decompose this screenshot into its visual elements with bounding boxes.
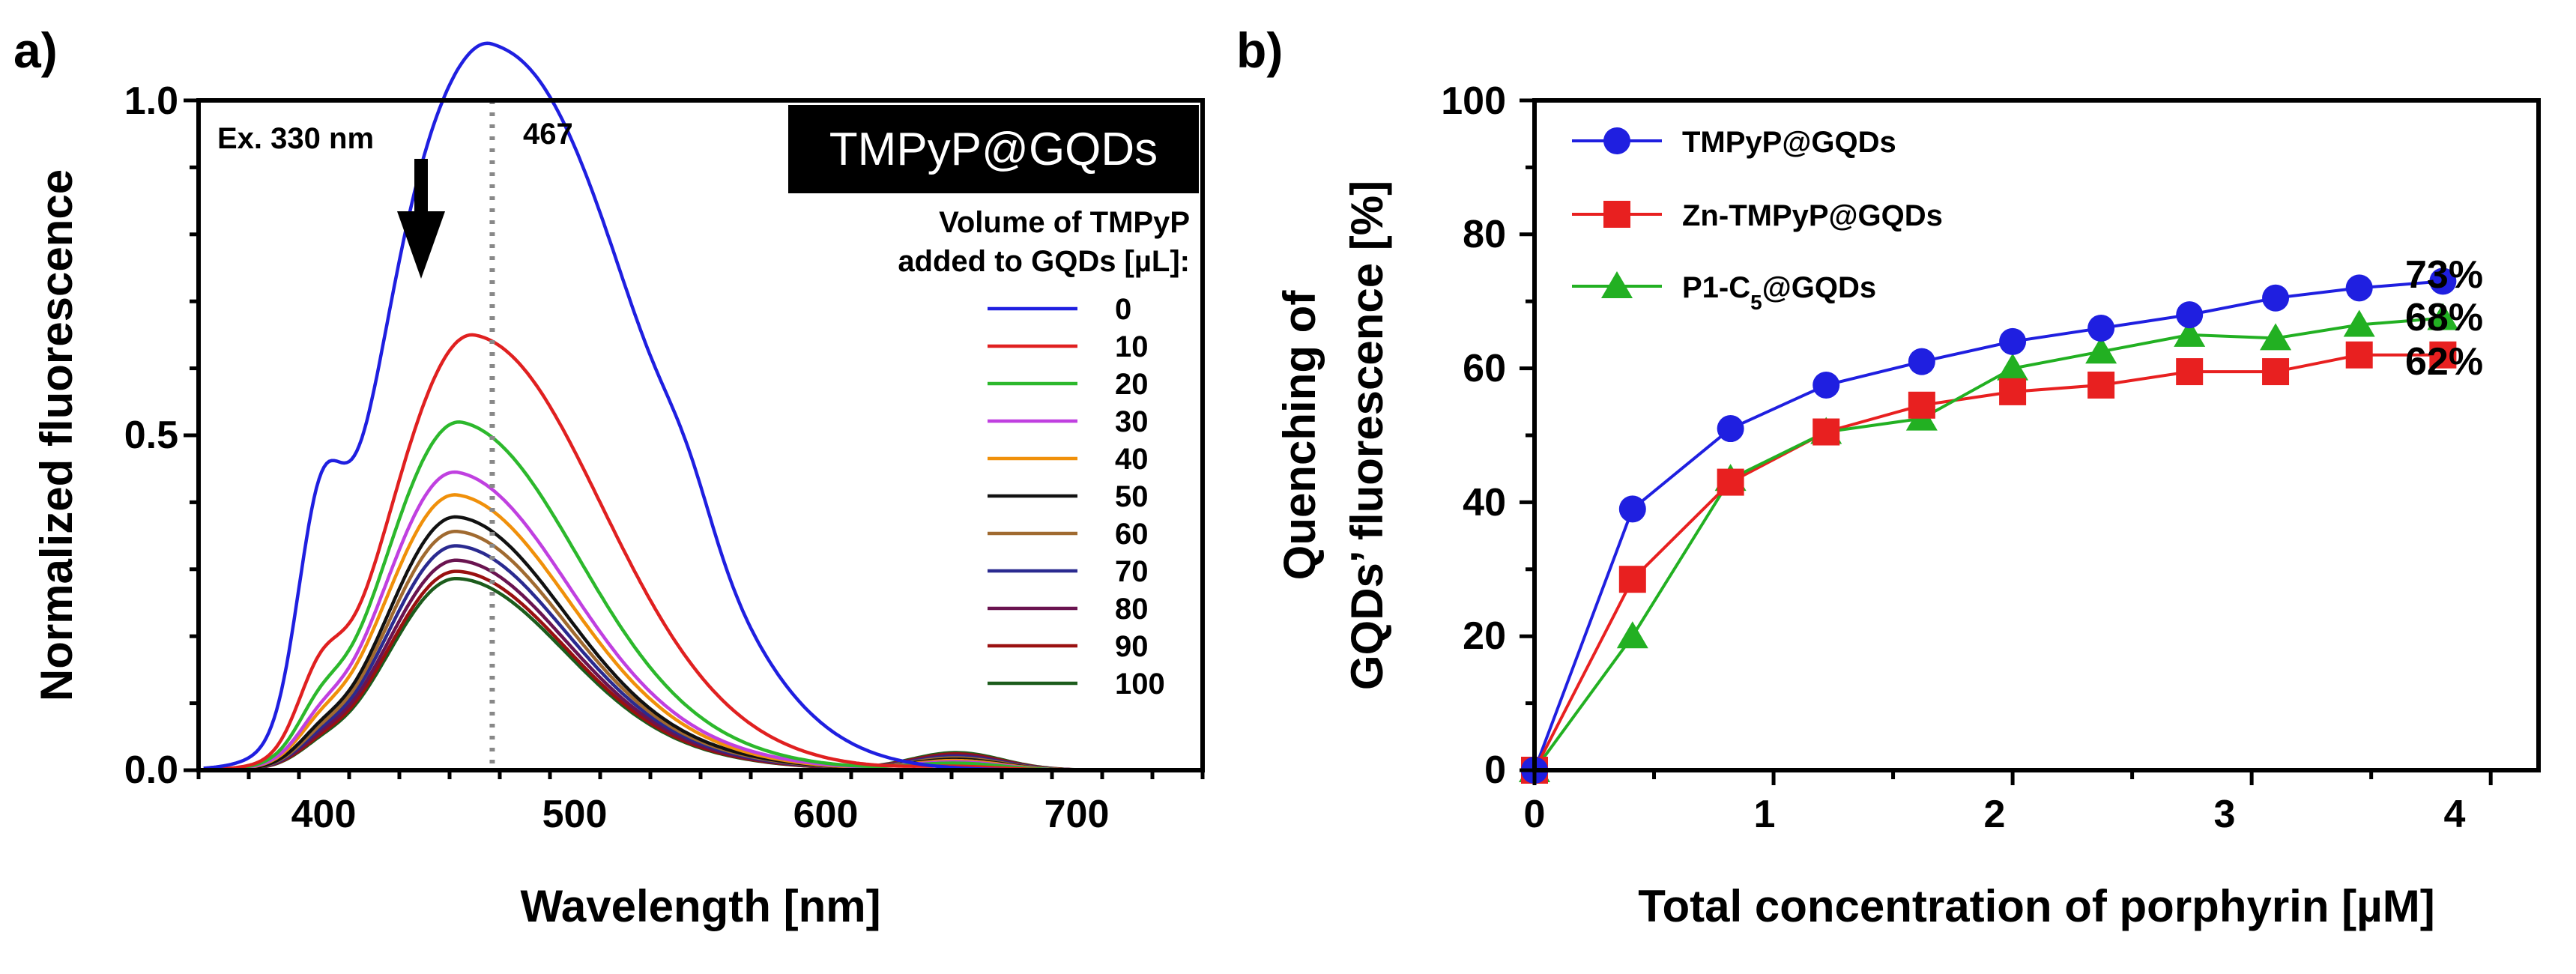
panel-b-legend: TMPyP@GQDs Zn-TMPyP@GQDs P1-C5@GQDs [1572, 126, 1943, 314]
legend-title-line-2: added to GQDs [µL]: [898, 245, 1190, 278]
panel-b-xtick: 1 [1754, 793, 1776, 836]
legend-label: P1-C5@GQDs [1682, 271, 1876, 314]
data-point-circle [1618, 495, 1646, 523]
panel-b-label: b) [1236, 22, 1283, 78]
spectrum-20 [203, 420, 1203, 772]
panel-b: b) 0 1 2 3 4 0 20 40 60 80 100 Total con… [1236, 22, 2541, 931]
panel-a-axis-ticks [184, 98, 1205, 779]
panel-b-ytick: 0 [1484, 748, 1506, 792]
data-point-square [1999, 378, 2027, 405]
panel-b-ytick: 60 [1463, 347, 1506, 390]
legend-label-0: 0 [1115, 293, 1131, 326]
data-point-triangle [1616, 621, 1648, 649]
legend-label-90: 90 [1115, 630, 1149, 663]
data-point-triangle [2174, 319, 2206, 347]
legend-label-40: 40 [1115, 443, 1149, 476]
data-point-circle [1908, 348, 1935, 375]
peak-label: 467 [523, 118, 573, 151]
panel-a-ytick: 1.0 [124, 79, 178, 123]
data-point-square [1908, 391, 1935, 419]
data-point-square [2345, 341, 2373, 369]
data-point-circle [2087, 314, 2115, 342]
panel-b-xtick: 3 [2214, 793, 2236, 836]
data-point-triangle [2427, 303, 2459, 330]
spectrum-30 [203, 470, 1203, 772]
panel-b-ylabel-line-1: Quenching of [1275, 290, 1325, 581]
legend-marker-circle [1603, 127, 1630, 154]
legend-marker-triangle [1601, 271, 1633, 298]
legend-label-20: 20 [1115, 368, 1149, 401]
data-point-circle [1717, 415, 1744, 443]
spectrum-40 [203, 493, 1203, 772]
panel-a-title: TMPyP@GQDs [829, 124, 1158, 175]
panel-a-ylabel: Normalized fluorescence [31, 169, 82, 701]
panel-b-xlabel: Total concentration of porphyrin [µM] [1638, 881, 2434, 931]
panel-b-xtick: 2 [1984, 793, 2006, 836]
panel-b-ylabel-line-2: GQDs’ fluorescence [%] [1342, 181, 1392, 690]
excitation-label: Ex. 330 nm [217, 122, 374, 155]
data-point-circle [2262, 284, 2290, 312]
series-line-triangle [1533, 316, 2443, 772]
legend-label-80: 80 [1115, 593, 1149, 626]
legend-marker-square [1603, 201, 1630, 228]
data-point-square [2429, 341, 2457, 369]
panel-a-ytick: 0.5 [124, 414, 178, 457]
panel-a-xlabel: Wavelength [nm] [520, 881, 880, 931]
panel-a-xtick: 700 [1044, 793, 1110, 836]
data-point-circle [1812, 371, 1840, 399]
legend-label-30: 30 [1115, 405, 1149, 438]
data-point-triangle [2085, 336, 2117, 364]
legend-label-100: 100 [1115, 668, 1165, 701]
data-point-triangle [2260, 323, 2292, 351]
legend-label-50: 50 [1115, 480, 1149, 513]
series-line-square [1533, 353, 2443, 771]
legend-entry-zn-tmpyp: Zn-TMPyP@GQDs [1572, 199, 1943, 232]
spectrum-80 [203, 558, 1203, 772]
legend-entry-tmpyp: TMPyP@GQDs [1572, 126, 1896, 159]
data-point-circle [2429, 267, 2457, 295]
panel-a-legend: Volume of TMPyP added to GQDs [µL]: 0 10 2… [898, 206, 1190, 701]
legend-label-10: 10 [1115, 330, 1149, 363]
panel-b-ytick: 100 [1441, 79, 1506, 123]
panel-b-markers [1519, 267, 2459, 784]
series-line-circle [1533, 279, 2443, 771]
data-point-square [1618, 566, 1646, 593]
data-point-square [1812, 418, 1840, 446]
panel-a: a) 400 500 600 700 0.0 0.5 1.0 Wavelengt… [13, 22, 1205, 931]
panel-a-xtick: 500 [542, 793, 608, 836]
panel-b-axis-ticks [1520, 98, 2493, 785]
data-point-circle [2176, 301, 2204, 329]
legend-entry-p1c5: P1-C5@GQDs [1572, 271, 1876, 314]
legend-label-60: 60 [1115, 518, 1149, 551]
data-point-square [2087, 371, 2115, 399]
excitation-arrow [397, 159, 445, 279]
data-point-square [2176, 358, 2204, 386]
panel-a-xtick: 600 [793, 793, 859, 836]
panel-b-lines [1533, 279, 2443, 772]
legend-items: 0 10 20 30 40 50 60 70 80 90 100 [988, 293, 1165, 701]
panel-a-ytick: 0.0 [124, 748, 178, 792]
panel-a-label: a) [13, 22, 58, 78]
data-point-triangle [1997, 353, 2029, 381]
data-point-triangle [2343, 309, 2375, 337]
data-point-circle [2345, 274, 2373, 302]
panel-b-ytick: 40 [1463, 481, 1506, 524]
end-label-zn-tmpyp: 62% [2405, 340, 2483, 384]
panel-b-ytick: 20 [1463, 614, 1506, 658]
end-label-p1c5: 68% [2405, 296, 2483, 339]
data-point-circle [1999, 327, 2027, 355]
panel-b-xtick: 0 [1524, 793, 1546, 836]
legend-label: TMPyP@GQDs [1682, 126, 1896, 159]
panel-b-ytick: 80 [1463, 213, 1506, 256]
title-box [788, 105, 1199, 193]
data-point-square [2262, 358, 2290, 386]
legend-label-70: 70 [1115, 555, 1149, 588]
panel-a-xtick: 400 [291, 793, 357, 836]
legend-label: Zn-TMPyP@GQDs [1682, 199, 1943, 232]
data-point-square [1717, 468, 1744, 496]
end-label-tmpyp: 73% [2405, 253, 2483, 297]
panel-b-xtick: 4 [2444, 793, 2466, 836]
legend-title-line-1: Volume of TMPyP [939, 206, 1190, 239]
